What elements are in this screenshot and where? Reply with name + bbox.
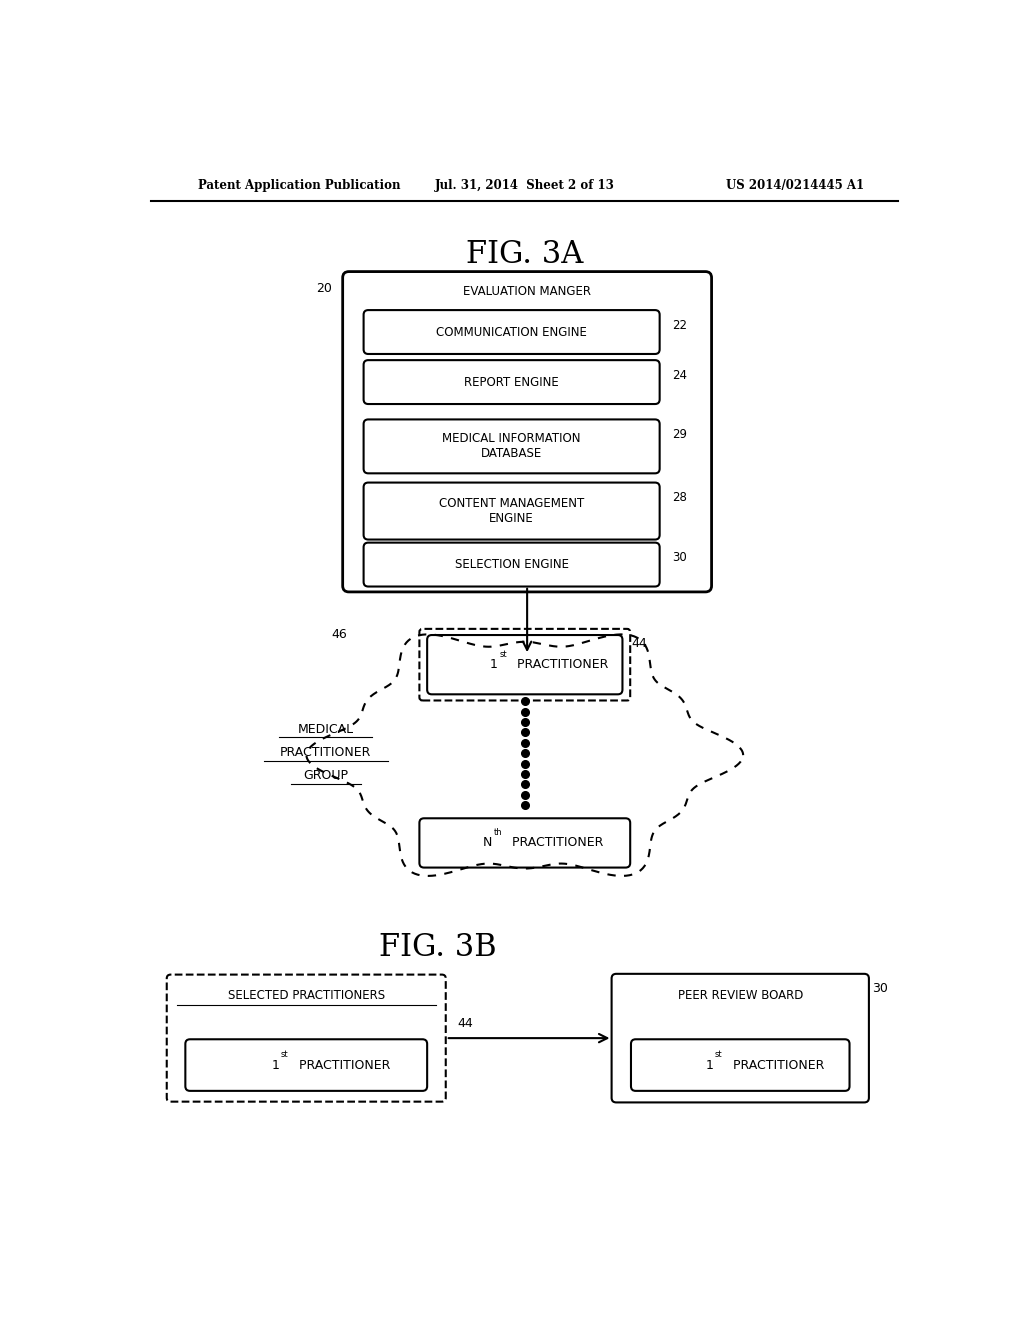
Text: 46: 46 [331,628,347,640]
Text: 44: 44 [458,1018,473,1031]
Text: th: th [494,828,503,837]
Text: 30: 30 [872,982,888,995]
Text: FIG. 3B: FIG. 3B [379,932,497,964]
Text: FIG. 3A: FIG. 3A [466,239,584,271]
Text: PRACTITIONER: PRACTITIONER [508,837,603,850]
Text: PRACTITIONER: PRACTITIONER [295,1059,390,1072]
Text: SELECTION ENGINE: SELECTION ENGINE [455,558,568,572]
Text: Jul. 31, 2014  Sheet 2 of 13: Jul. 31, 2014 Sheet 2 of 13 [435,178,614,191]
Text: MEDICAL: MEDICAL [298,723,353,737]
FancyBboxPatch shape [420,628,630,701]
FancyBboxPatch shape [631,1039,850,1090]
Text: 24: 24 [672,368,687,381]
Text: PRACTITIONER: PRACTITIONER [729,1059,824,1072]
Text: EVALUATION MANGER: EVALUATION MANGER [463,285,591,298]
Text: 1: 1 [271,1059,280,1072]
Text: SELECTED PRACTITIONERS: SELECTED PRACTITIONERS [227,989,385,1002]
FancyBboxPatch shape [185,1039,427,1090]
Text: 28: 28 [672,491,687,504]
Text: 20: 20 [316,281,332,294]
FancyBboxPatch shape [364,543,659,586]
Text: 29: 29 [672,428,687,441]
Text: 1: 1 [706,1059,713,1072]
FancyBboxPatch shape [364,483,659,540]
Text: 30: 30 [672,552,687,564]
FancyBboxPatch shape [364,360,659,404]
Text: PEER REVIEW BOARD: PEER REVIEW BOARD [678,989,803,1002]
FancyBboxPatch shape [611,974,869,1102]
Text: st: st [500,649,507,659]
Text: Patent Application Publication: Patent Application Publication [198,178,400,191]
Text: PRACTITIONER: PRACTITIONER [513,659,608,671]
Text: N: N [483,837,493,850]
Text: PRACTITIONER: PRACTITIONER [280,746,372,759]
FancyBboxPatch shape [420,818,630,867]
Text: COMMUNICATION ENGINE: COMMUNICATION ENGINE [436,326,587,338]
FancyBboxPatch shape [364,420,659,474]
Text: CONTENT MANAGEMENT
ENGINE: CONTENT MANAGEMENT ENGINE [439,498,585,525]
Text: GROUP: GROUP [303,770,348,783]
Text: 1: 1 [489,659,498,671]
Text: 22: 22 [672,318,687,331]
FancyBboxPatch shape [167,974,445,1102]
Text: 44: 44 [632,636,647,649]
FancyBboxPatch shape [343,272,712,591]
Text: st: st [715,1049,722,1059]
Text: MEDICAL INFORMATION
DATABASE: MEDICAL INFORMATION DATABASE [442,433,581,461]
Text: st: st [281,1049,289,1059]
Text: REPORT ENGINE: REPORT ENGINE [464,376,559,388]
Text: US 2014/0214445 A1: US 2014/0214445 A1 [726,178,864,191]
FancyBboxPatch shape [427,635,623,694]
FancyBboxPatch shape [364,310,659,354]
